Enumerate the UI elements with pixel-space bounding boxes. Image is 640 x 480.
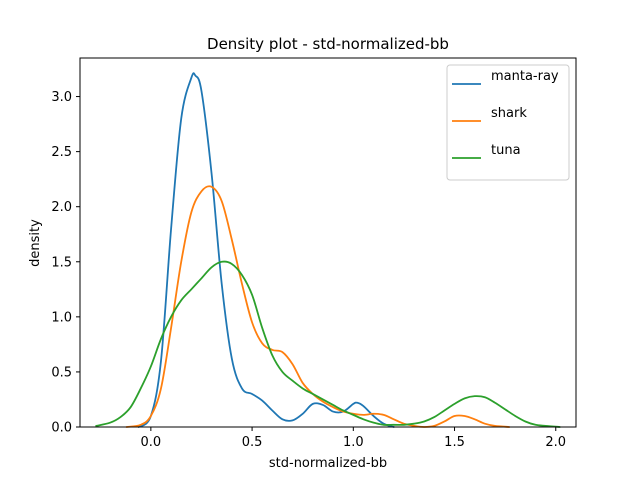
legend: manta-ray shark tuna — [446, 64, 570, 181]
series-line-manta-ray — [137, 72, 395, 428]
axes-frame — [79, 57, 577, 428]
y-tick-label: 0.0 — [51, 421, 72, 436]
plot-area — [79, 57, 577, 428]
y-tick-label: 3.0 — [51, 90, 72, 105]
chart-title: Density plot - std-normalized-bb — [207, 35, 449, 53]
x-tick-label: 1.0 — [343, 435, 364, 450]
y-axis-label: density — [28, 219, 43, 267]
x-tick-label: 1.5 — [444, 435, 465, 450]
y-tick-label: 1.0 — [51, 310, 72, 325]
legend-label-tuna: tuna — [491, 143, 521, 158]
x-axis-label: std-normalized-bb — [269, 456, 387, 471]
y-tick-label: 2.5 — [51, 145, 72, 160]
y-tick-label: 1.5 — [51, 255, 72, 270]
legend-label-shark: shark — [491, 106, 527, 121]
legend-box — [446, 64, 570, 181]
x-axis: 0.0 0.5 1.0 1.5 2.0 — [141, 427, 566, 450]
legend-label-manta-ray: manta-ray — [491, 69, 559, 84]
y-tick-label: 0.5 — [51, 365, 72, 380]
x-tick-label: 2.0 — [545, 435, 566, 450]
series-line-shark — [125, 185, 511, 428]
x-tick-label: 0.0 — [141, 435, 162, 450]
series-line-tuna — [95, 260, 561, 428]
y-tick-label: 2.0 — [51, 200, 72, 215]
y-axis: 0.0 0.5 1.0 1.5 2.0 2.5 3.0 — [51, 90, 80, 436]
x-tick-label: 0.5 — [242, 435, 263, 450]
